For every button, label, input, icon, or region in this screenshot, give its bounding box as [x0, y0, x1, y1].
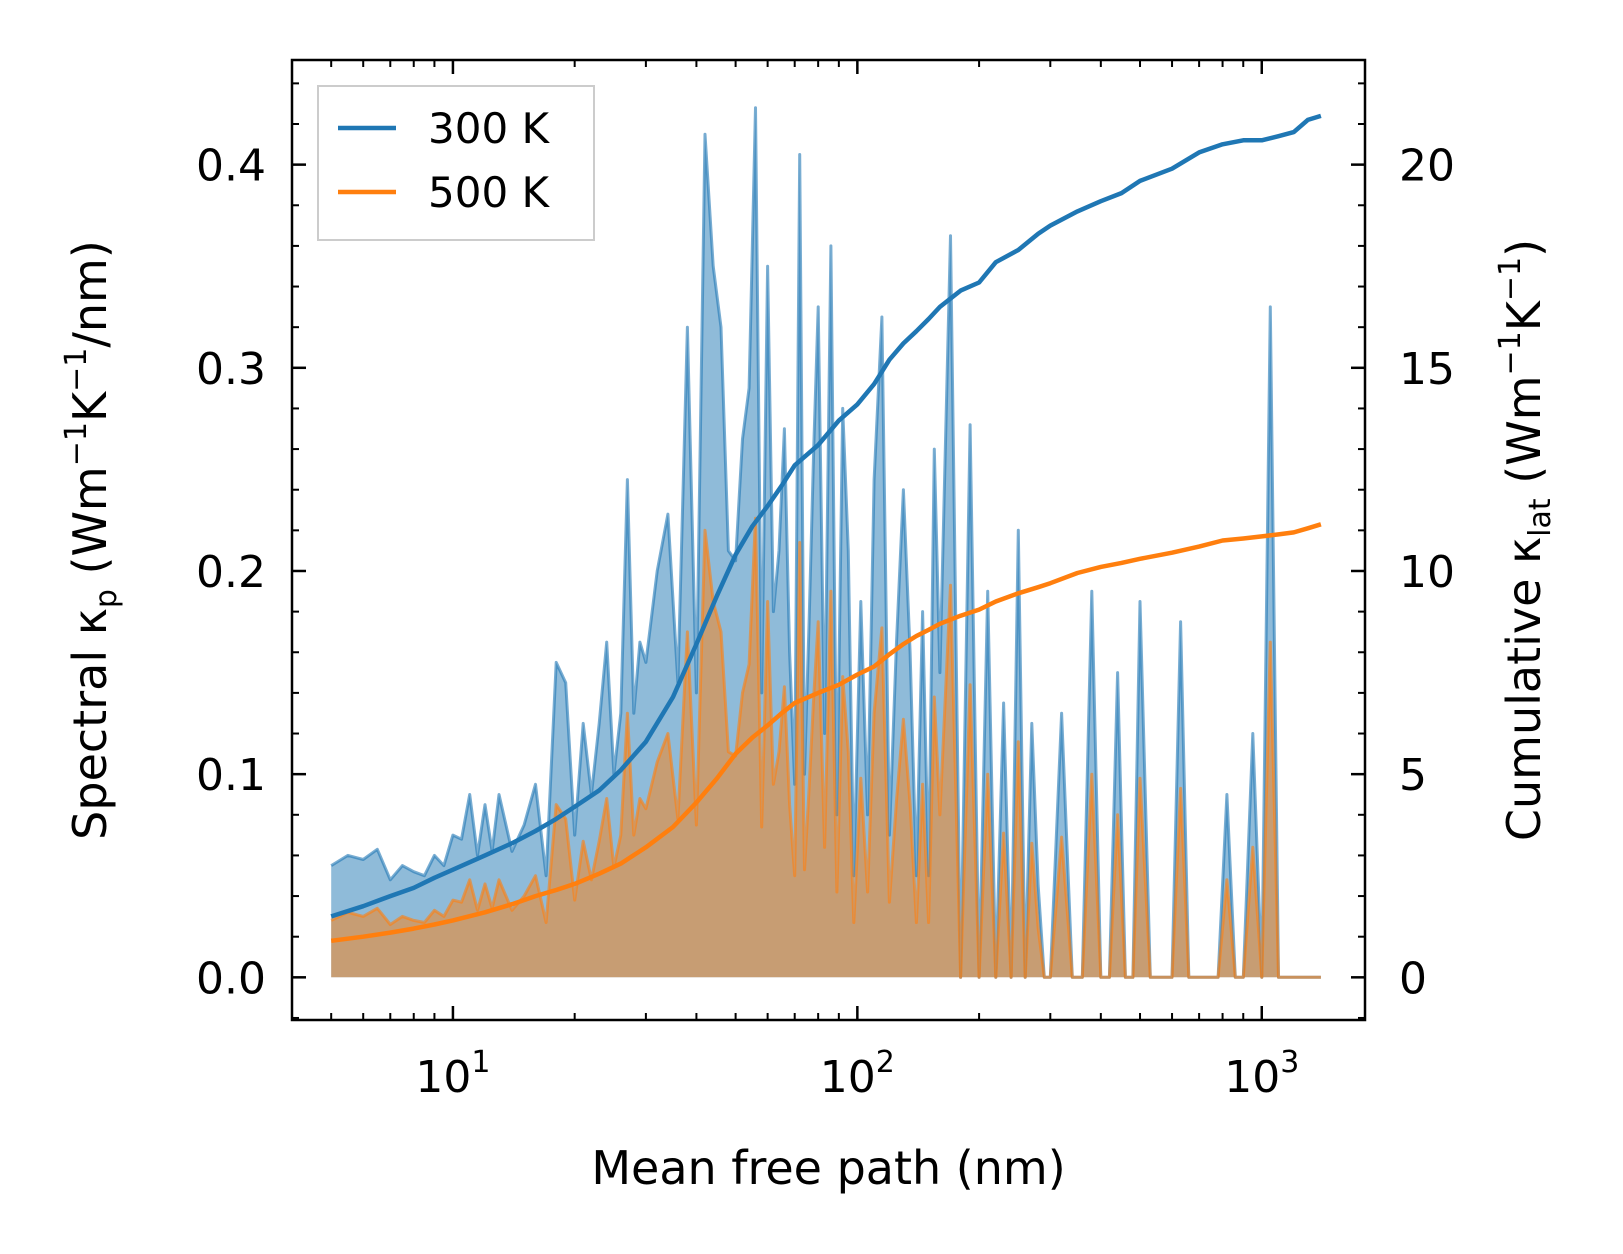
- y-right-tick-label: 5: [1399, 750, 1427, 801]
- y-right-axis-label: Cumulative κlat (Wm−1K−1): [1493, 239, 1558, 841]
- legend-label: 300 K: [428, 104, 551, 153]
- plot-content: [330, 106, 1322, 979]
- y-right-tick-label: 0: [1399, 953, 1427, 1004]
- legend: 300 K 500 K: [317, 85, 595, 241]
- axis-ticks: 101 102 103 0.0 0.1 0.2 0.3 0.4 0 5 10 15 20: [196, 60, 1455, 1103]
- legend-label: 500 K: [428, 168, 551, 217]
- y-right-tick-label: 20: [1399, 141, 1455, 192]
- plot-area: [330, 106, 1322, 979]
- y-right-tick-label: 15: [1399, 344, 1455, 395]
- y-left-tick-label: 0.3: [196, 344, 266, 395]
- x-tick-label: 101: [415, 1045, 490, 1103]
- x-axis-label: Mean free path (nm): [591, 1141, 1065, 1195]
- cumulative-line-0: [330, 113, 1322, 919]
- legend-box: [317, 85, 595, 241]
- y-left-tick-label: 0.2: [196, 547, 266, 598]
- x-tick-label: 103: [1224, 1045, 1299, 1103]
- y-left-tick-label: 0.4: [196, 141, 266, 192]
- spectral-line-0: [330, 106, 1321, 979]
- y-left-axis-label: Spectral κp (Wm−1K−1/nm): [59, 240, 124, 840]
- axis-labels: Mean free path (nm) Spectral κp (Wm−1K−1/…: [59, 239, 1558, 1195]
- plot-frame: [290, 58, 1367, 1022]
- y-left-tick-label: 0.0: [196, 953, 266, 1004]
- spectral-fill-1: [331, 518, 1321, 978]
- y-right-tick-label: 10: [1399, 547, 1455, 598]
- cumulative-line-1: [330, 522, 1322, 944]
- spectral-line-1: [330, 516, 1321, 979]
- y-left-tick-label: 0.1: [196, 750, 266, 801]
- x-tick-label: 102: [820, 1045, 895, 1103]
